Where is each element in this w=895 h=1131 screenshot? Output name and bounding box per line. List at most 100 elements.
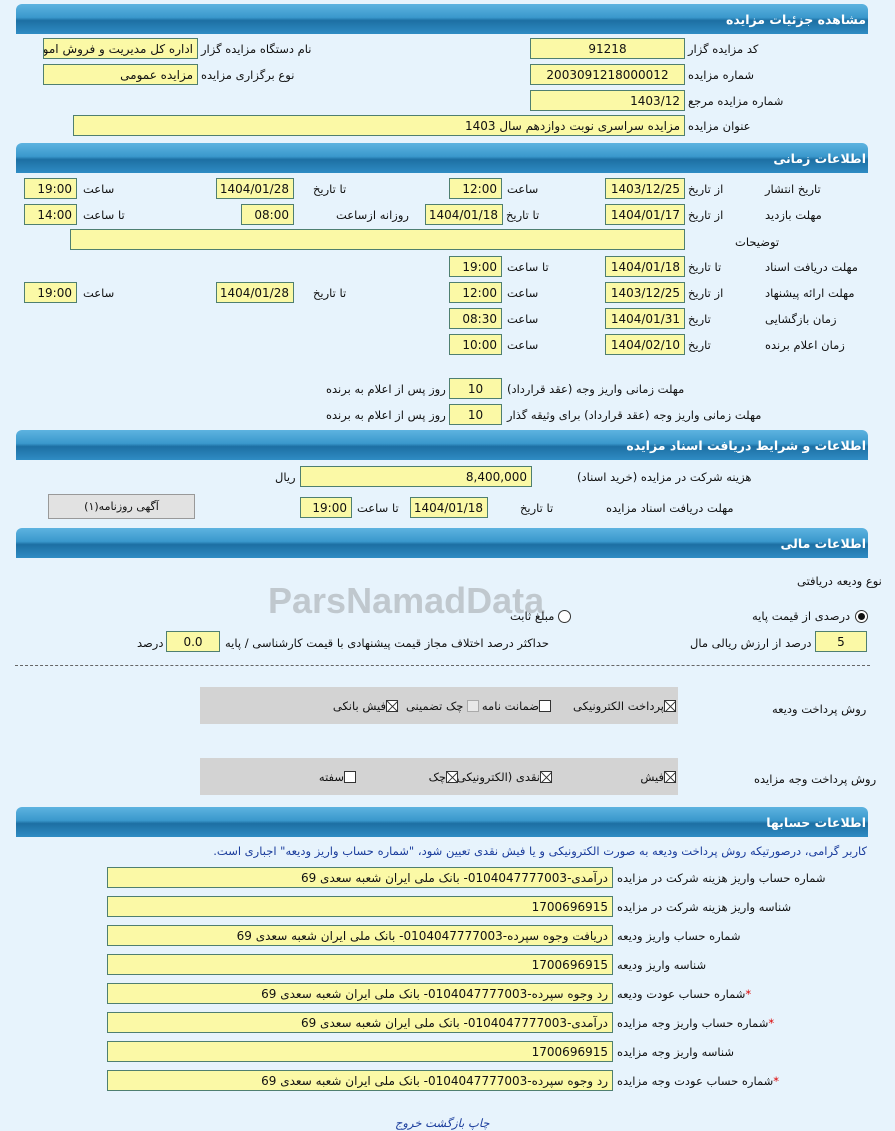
payment-deadline-days: 10 <box>449 378 502 399</box>
daily-from-label: روزانه ازساعت <box>336 208 409 222</box>
max-diff-field: 0.0 <box>166 631 220 652</box>
account-value-field: 1700696915 <box>107 954 613 975</box>
reference-number-field: 1403/12 <box>530 90 685 111</box>
auction-number-field: 2003091218000012 <box>530 64 685 85</box>
auctioneer-code-label: کد مزایده گزار <box>688 42 759 56</box>
description-field <box>70 229 685 250</box>
account-label-text: شماره حساب عودت ودیعه <box>617 987 746 1001</box>
to-hour-label: تا ساعت <box>357 501 399 515</box>
docs-deadline-label: مهلت دریافت اسناد مزایده <box>606 501 734 515</box>
deposit-method-label: روش پرداخت ودیعه <box>772 702 867 716</box>
option-label: ضمانت نامه <box>481 699 539 713</box>
account-value-field: رد وجوه سپرده-0104047777003- بانک ملی ای… <box>107 1070 613 1091</box>
option-label: سفته <box>318 770 344 784</box>
auctioneer-code-field: 91218 <box>530 38 685 59</box>
auction-number-label: شماره مزایده <box>688 68 754 82</box>
print-link[interactable]: چاپ <box>468 1116 490 1130</box>
offer-to-time: 19:00 <box>24 282 77 303</box>
checkbox-icon[interactable] <box>344 771 356 783</box>
option-label: نقدی (الکترونیکی) <box>452 770 540 784</box>
deposit-type-label: نوع ودیعه دریافتی <box>797 574 882 588</box>
payment-method-cash[interactable]: نقدی (الکترونیکی) <box>452 770 552 784</box>
fee-field: 8,400,000 <box>300 466 532 487</box>
visit-to-date: 1404/01/18 <box>425 204 503 225</box>
checkbox-checked-icon[interactable] <box>664 771 676 783</box>
account-label: شناسه واریز وجه مزایده <box>617 1041 734 1059</box>
watermark: ParsNamadData <box>268 580 545 621</box>
hour-label: ساعت <box>507 338 539 352</box>
radio-percent[interactable] <box>855 610 868 623</box>
offer-to-date: 1404/01/28 <box>216 282 294 303</box>
auction-type-label: نوع برگزاری مزایده <box>201 68 295 82</box>
deposit-method-guarantee[interactable]: ضمانت نامه <box>482 699 551 713</box>
date-label: تاریخ <box>688 338 711 352</box>
hour-label: ساعت <box>507 312 539 326</box>
footer-links: چاپ بازگشت خروج <box>395 1112 490 1130</box>
publish-to-time: 19:00 <box>24 178 77 199</box>
required-marker: * <box>773 1074 779 1088</box>
pledger-payment-deadline-label: مهلت زمانی واریز وجه (عقد قرارداد) برای … <box>507 408 762 422</box>
offer-from-date: 1403/12/25 <box>605 282 685 303</box>
newspaper-ad-button[interactable]: آگهی روزنامه(۱) <box>48 494 195 519</box>
account-label: *شماره حساب عودت ودیعه <box>617 983 751 1001</box>
docs-to-date: 1404/01/18 <box>605 256 685 277</box>
checkbox-checked-icon[interactable] <box>386 700 398 712</box>
winner-label: زمان اعلام برنده <box>765 338 845 352</box>
checkbox-icon[interactable] <box>539 700 551 712</box>
visit-label: مهلت بازدید <box>765 208 822 222</box>
account-label: *شماره حساب واریز وجه مزایده <box>617 1012 774 1030</box>
days-after-label: روز پس از اعلام به برنده <box>326 408 446 422</box>
section-header-accounts: اطلاعات حسابها <box>16 807 868 837</box>
offer-from-time: 12:00 <box>449 282 502 303</box>
deposit-method-bank-receipt[interactable]: فیش بانکی <box>333 699 398 713</box>
payment-method-receipt[interactable]: فیش <box>640 770 676 784</box>
pledger-payment-deadline-days: 10 <box>449 404 502 425</box>
description-label: توضیحات <box>735 235 780 249</box>
account-label: شناسه واریز هزینه شرکت در مزایده <box>617 896 791 914</box>
currency-label: ریال <box>275 470 296 484</box>
org-field: اداره کل مدیریت و فروش اموال <box>43 38 198 59</box>
deposit-method-electronic[interactable]: پرداخت الکترونیکی <box>573 699 676 713</box>
radio-fixed[interactable] <box>558 610 571 623</box>
publish-label: تاریخ انتشار <box>765 182 821 196</box>
account-value-field: دریافت وجوه سپرده-0104047777003- بانک مل… <box>107 925 613 946</box>
radio-percent-label: درصدی از قیمت پایه <box>752 609 851 623</box>
account-value-field: رد وجوه سپرده-0104047777003- بانک ملی ای… <box>107 983 613 1004</box>
account-label-text: شماره حساب عودت وجه مزایده <box>617 1074 774 1088</box>
checkbox-disabled-icon <box>467 700 479 712</box>
from-date-label: از تاریخ <box>688 208 724 222</box>
org-label: نام دستگاه مزایده گزار <box>201 42 312 56</box>
payment-method-cheque[interactable]: چک <box>429 770 458 784</box>
to-hour-label: تا ساعت <box>507 260 549 274</box>
account-value-field: درآمدی-0104047777003- بانک ملی ایران شعب… <box>107 1012 613 1033</box>
winner-date: 1404/02/10 <box>605 334 685 355</box>
docs-to-time: 19:00 <box>449 256 502 277</box>
exit-link[interactable]: خروج <box>395 1116 422 1130</box>
back-link[interactable]: بازگشت <box>425 1116 465 1130</box>
publish-from-time: 12:00 <box>449 178 502 199</box>
option-label: پرداخت الکترونیکی <box>573 699 664 713</box>
checkbox-checked-icon[interactable] <box>540 771 552 783</box>
offer-deadline-label: مهلت ارائه پیشنهاد <box>765 286 855 300</box>
auction-title-label: عنوان مزایده <box>688 119 751 133</box>
opening-label: زمان بازگشایی <box>765 312 837 326</box>
account-label: *شماره حساب عودت وجه مزایده <box>617 1070 779 1088</box>
publish-to-date: 1404/01/28 <box>216 178 294 199</box>
visit-to-time: 14:00 <box>24 204 77 225</box>
checkbox-checked-icon[interactable] <box>446 771 458 783</box>
deposit-percent-field: 5 <box>815 631 867 652</box>
account-label: شناسه واریز ودیعه <box>617 954 706 972</box>
to-hour-label: تا ساعت <box>83 208 125 222</box>
account-label: شماره حساب واریز هزینه شرکت در مزایده <box>617 867 825 885</box>
deposit-method-cheque: چک تضمینی <box>406 699 479 713</box>
payment-method-promissory[interactable]: سفته <box>319 770 356 784</box>
hour-label: ساعت <box>83 286 115 300</box>
checkbox-checked-icon[interactable] <box>664 700 676 712</box>
winner-time: 10:00 <box>449 334 502 355</box>
auction-title-field: مزایده سراسری نوبت دوازدهم سال 1403 <box>73 115 685 136</box>
max-diff-label: حداکثر درصد اختلاف مجاز قیمت پیشنهادی با… <box>225 636 550 650</box>
visit-from-date: 1404/01/17 <box>605 204 685 225</box>
account-label: شماره حساب واریز ودیعه <box>617 925 740 943</box>
hour-label: ساعت <box>83 182 115 196</box>
deposit-methods-box: پرداخت الکترونیکی ضمانت نامه چک تضمینی ف… <box>200 687 678 724</box>
